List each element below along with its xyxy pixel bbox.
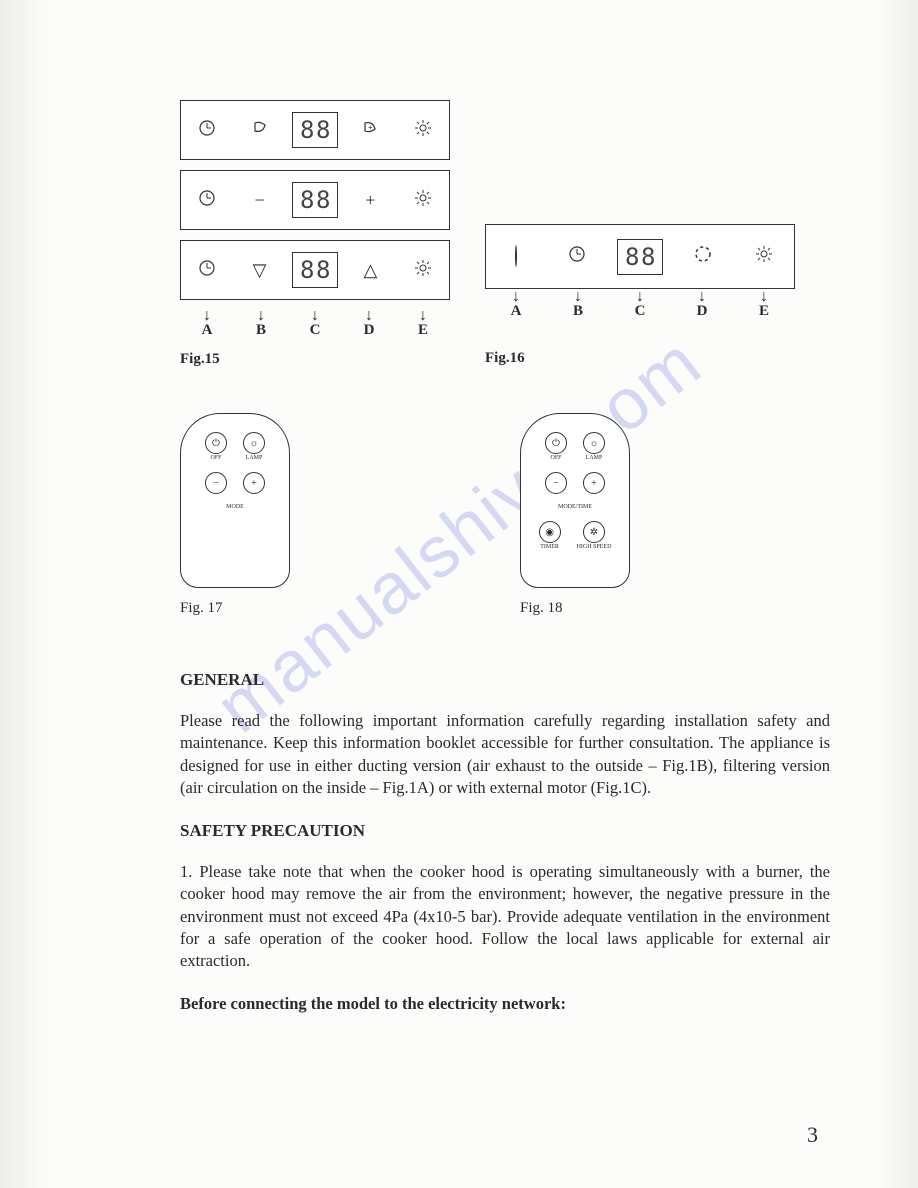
- light-icon: [403, 259, 443, 282]
- callout-e: ↓E: [403, 310, 443, 339]
- dashed-circle-icon: [683, 245, 723, 268]
- off-button-icon: ⏻: [205, 432, 227, 454]
- control-panel-right: 88: [485, 224, 795, 289]
- triangle-down-icon: ▽: [240, 260, 280, 281]
- light-icon: [403, 189, 443, 212]
- control-panel-right-group: 88 ↓A ↓B ↓C ↓D ↓E Fig.16: [485, 224, 795, 367]
- callout-d: ↓D: [349, 310, 389, 339]
- control-panel-variant-3: ▽ 88 △: [180, 240, 450, 300]
- scan-artifact-left: [0, 0, 50, 1188]
- heading-general: GENERAL: [180, 670, 830, 690]
- plus-icon: +: [350, 190, 390, 211]
- digit-display: 88: [292, 112, 338, 148]
- off-button-icon: ⏻: [545, 432, 567, 454]
- knob-icon: [496, 246, 536, 267]
- fig15-label: Fig.15: [180, 351, 450, 368]
- callout-row-right: ↓A ↓B ↓C ↓D ↓E: [485, 291, 795, 320]
- paragraph-general: Please read the following important info…: [180, 710, 830, 799]
- fig18-label: Fig. 18: [520, 600, 630, 617]
- light-icon: [403, 119, 443, 142]
- timer-icon: [187, 189, 227, 212]
- callout-a: ↓A: [187, 310, 227, 339]
- mode-label: MODE: [226, 504, 244, 511]
- remote-fig18-block: ⏻OFF ☼LAMP − + MODE/TIME ◉TIMER ✲HIGH SP…: [520, 395, 630, 617]
- remote-fig18: ⏻OFF ☼LAMP − + MODE/TIME ◉TIMER ✲HIGH SP…: [520, 413, 630, 588]
- fig16-label: Fig.16: [485, 350, 795, 367]
- callout-row-left: ↓A ↓B ↓C ↓D ↓E: [180, 310, 450, 339]
- svg-text:+: +: [368, 123, 373, 132]
- fig17-label: Fig. 17: [180, 600, 290, 617]
- paragraph-safety: 1. Please take note that when the cooker…: [180, 861, 830, 972]
- control-panels-left: 88 + − 88 + ▽ 88 △ ↓A ↓B ↓C ↓D ↓E Fig.15: [180, 100, 450, 368]
- digit-display: 88: [292, 182, 338, 218]
- digit-display: 88: [617, 239, 663, 275]
- page-number: 3: [807, 1122, 818, 1148]
- callout-c: ↓C: [295, 310, 335, 339]
- control-panel-variant-1: 88 +: [180, 100, 450, 160]
- callout-c: ↓C: [620, 291, 660, 320]
- scan-artifact-right: [878, 0, 918, 1188]
- light-icon: [744, 245, 784, 268]
- callout-d: ↓D: [682, 291, 722, 320]
- text-content: GENERAL Please read the following import…: [180, 670, 830, 1034]
- callout-b: ↓B: [241, 310, 281, 339]
- timer-icon: [187, 259, 227, 282]
- plus-button-icon: +: [583, 472, 605, 494]
- modetime-label: MODE/TIME: [558, 504, 592, 511]
- control-panel-variant-2: − 88 +: [180, 170, 450, 230]
- lamp-button-icon: ☼: [243, 432, 265, 454]
- timer-icon: [557, 245, 597, 268]
- remote-fig17-block: ⏻OFF ☼LAMP − + MODE Fig. 17: [180, 395, 290, 617]
- remotes-area: ⏻OFF ☼LAMP − + MODE Fig. 17 ⏻OFF ☼LAMP −…: [180, 395, 630, 617]
- minus-button-icon: −: [545, 472, 567, 494]
- heading-before-connecting: Before connecting the model to the elect…: [180, 994, 830, 1014]
- timer-icon: [187, 119, 227, 142]
- plus-button-icon: +: [243, 472, 265, 494]
- digit-display: 88: [292, 252, 338, 288]
- triangle-up-icon: △: [350, 260, 390, 281]
- callout-a: ↓A: [496, 291, 536, 320]
- leaf-up-icon: +: [350, 119, 390, 142]
- highspeed-button-icon: ✲: [583, 521, 605, 543]
- lamp-button-icon: ☼: [583, 432, 605, 454]
- leaf-down-icon: [240, 119, 280, 142]
- minus-button-icon: −: [205, 472, 227, 494]
- timer-button-icon: ◉: [539, 521, 561, 543]
- callout-e: ↓E: [744, 291, 784, 320]
- heading-safety: SAFETY PRECAUTION: [180, 821, 830, 841]
- minus-icon: −: [240, 190, 280, 211]
- callout-b: ↓B: [558, 291, 598, 320]
- remote-fig17: ⏻OFF ☼LAMP − + MODE: [180, 413, 290, 588]
